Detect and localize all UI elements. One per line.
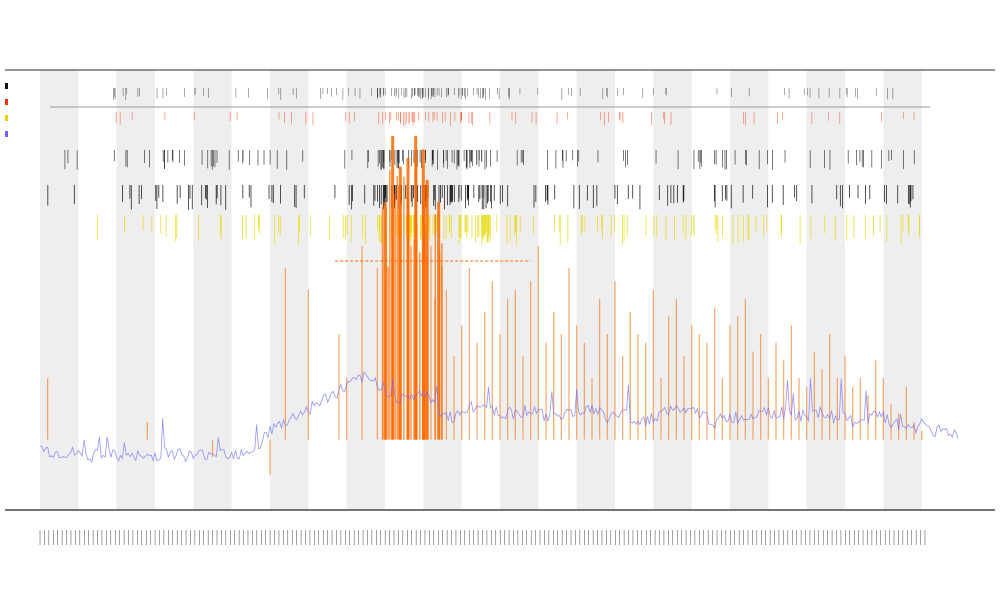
background-band [653, 70, 692, 510]
legend-marker [5, 131, 8, 137]
background-band [270, 70, 309, 510]
background-band [193, 70, 232, 510]
legend-marker [5, 115, 8, 121]
baseline-series [39, 371, 959, 464]
background-band [346, 70, 385, 510]
background-band [883, 70, 922, 510]
background-band [730, 70, 769, 510]
background-band [40, 70, 79, 510]
background-band [576, 70, 615, 510]
legend-marker [5, 83, 8, 89]
background-band [500, 70, 539, 510]
legend-marker [5, 99, 8, 105]
background-band [116, 70, 155, 510]
background-band [806, 70, 845, 510]
